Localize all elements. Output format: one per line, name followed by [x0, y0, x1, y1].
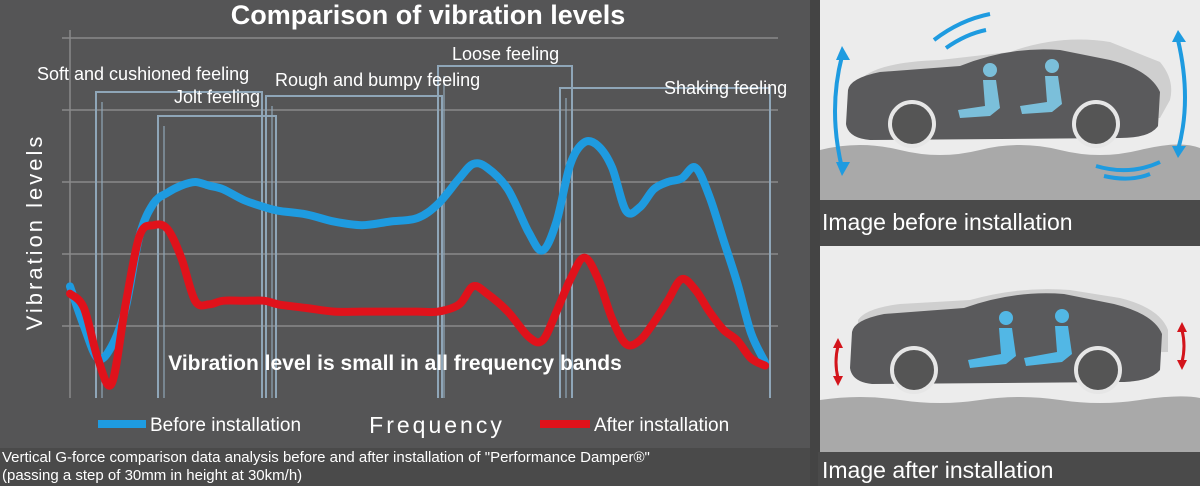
caption-before-bg	[820, 200, 1200, 240]
image-after	[820, 246, 1200, 452]
arrow-head-down-left	[836, 162, 850, 176]
arrow-head-down-right-after	[1177, 360, 1187, 370]
image-before-caption: Image before installation	[822, 209, 1073, 235]
series-line-after	[66, 220, 769, 390]
rear-wheel	[1072, 100, 1120, 148]
small-motion-arrows	[834, 329, 1186, 379]
arrow-head-down-left-after	[833, 376, 843, 386]
passengers-stable	[968, 309, 1072, 368]
band-bracket-1	[157, 115, 277, 398]
front-wheel	[888, 100, 936, 148]
caption-line-1: Vertical G-force comparison data analysi…	[2, 449, 650, 466]
legend: Before installation After installation	[98, 415, 729, 436]
x-axis-label: Frequency	[369, 412, 505, 438]
arrow-head-up-left	[836, 46, 850, 60]
caption-after-bg	[818, 452, 1200, 486]
chart-message: Vibration level is small in all frequenc…	[168, 352, 622, 375]
band-label-loose: Loose feeling	[452, 44, 559, 64]
band-label-shaking: Shaking feeling	[664, 78, 787, 98]
image-before	[820, 0, 1200, 200]
arrow-head-up-right-after	[1177, 322, 1187, 332]
road-smooth	[820, 396, 1200, 452]
band-bracket-3	[437, 65, 573, 398]
image-after-caption: Image after installation	[822, 457, 1053, 483]
band-bracket-4	[559, 87, 771, 398]
arrow-head-up-right	[1172, 30, 1186, 42]
front-wheel-after	[890, 346, 938, 394]
legend-label-before: Before installation	[150, 415, 301, 436]
caption-line-2: (passing a step of 30mm in height at 30k…	[2, 467, 302, 484]
series-lines	[66, 137, 769, 390]
y-axis-label: Vibration levels	[22, 134, 47, 331]
chart-title: Comparison of vibration levels	[231, 0, 626, 30]
band-bracket-0	[95, 91, 263, 398]
panel-divider	[810, 0, 820, 486]
band-label-jolt: Jolt feeling	[174, 87, 260, 107]
legend-label-after: After installation	[594, 415, 729, 436]
road-bumpy	[820, 144, 1200, 200]
shake-arrows	[833, 12, 1187, 181]
band-label-rough: Rough and bumpy feeling	[275, 70, 480, 90]
rear-wheel-after	[1074, 346, 1122, 394]
passengers-shaking	[958, 59, 1062, 118]
caption-panel	[0, 448, 818, 486]
arrow-head-up-left-after	[833, 338, 843, 348]
band-bracket-2	[265, 95, 443, 398]
frequency-bands	[95, 65, 771, 398]
band-label-soft: Soft and cushioned feeling	[37, 64, 249, 84]
series-line-before	[66, 137, 769, 366]
arrow-head-down-right	[1172, 146, 1186, 158]
